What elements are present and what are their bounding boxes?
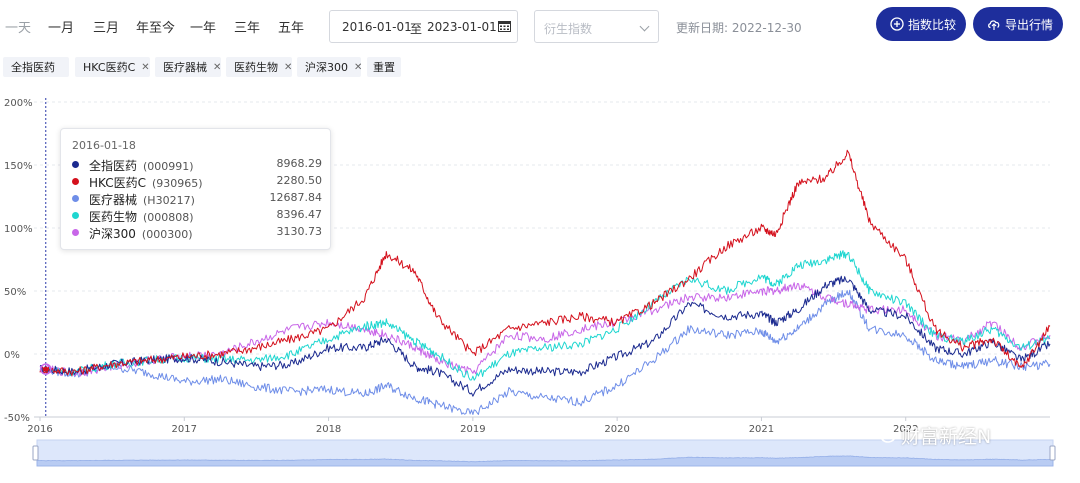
- tooltip-series-value: 2280.50: [276, 174, 323, 187]
- tooltip-series-code: (H30217): [143, 194, 195, 207]
- tag-label: 沪深300: [305, 61, 348, 74]
- index-compare-button[interactable]: 指数比较: [876, 7, 966, 41]
- y-tick-label: -50%: [4, 413, 30, 424]
- tooltip-date: 2016-01-18: [72, 139, 136, 152]
- close-icon[interactable]: ✕: [213, 61, 222, 73]
- index-compare-label: 指数比较: [908, 17, 957, 32]
- series-dot: [72, 178, 79, 185]
- range-slider: [32, 439, 1056, 467]
- tooltip-series-name: 全指医药: [89, 159, 138, 173]
- tooltip-series-value: 8968.29: [276, 157, 323, 170]
- tooltip-row: 医药生物 (000808) 8396.47: [72, 208, 322, 224]
- tooltip-row: 沪深300 (000300) 3130.73: [72, 225, 322, 241]
- chart-tooltip: 2016-01-18 全指医药 (000991) 8968.29 HKC医药C (9…: [60, 128, 331, 250]
- tooltip-series-name: 医药生物: [89, 210, 138, 224]
- cursor-marker: [43, 366, 49, 372]
- tooltip-series-value: 3130.73: [276, 225, 323, 238]
- y-tick-label: 150%: [4, 161, 33, 172]
- tooltip-series-code: (000300): [141, 228, 193, 241]
- x-tick-label: 2019: [460, 424, 485, 435]
- x-axis-ticks: 2016 2017 2018 2019 2020 2021 2022: [27, 416, 1050, 435]
- reset-button[interactable]: 重置: [367, 57, 401, 77]
- tag-label: 医疗器械: [163, 61, 207, 74]
- tooltip-series-code: (000808): [143, 211, 194, 224]
- tooltip-series-code: (930965): [152, 177, 203, 190]
- y-tick-label: 200%: [4, 98, 33, 109]
- series-dot: [72, 161, 79, 168]
- tooltip-row: 医疗器械 (H30217) 12687.84: [72, 191, 322, 207]
- y-tick-label: 0%: [4, 350, 20, 361]
- tag-label: 全指医药: [11, 61, 55, 74]
- date-separator: 至: [410, 22, 423, 36]
- x-tick-label: 2017: [172, 424, 197, 435]
- series-lines: [39, 149, 1051, 415]
- range-1d-button[interactable]: 一天: [5, 21, 32, 36]
- toolbar: 一天 一月 三月 年至今 一年 三年 五年 2016-01-01 至 2023-…: [0, 0, 1080, 52]
- tag-label: 医药生物: [234, 61, 278, 74]
- series-line: [39, 275, 1051, 397]
- x-tick-label: 2016: [27, 424, 52, 435]
- range-3y-button[interactable]: 三年: [234, 21, 261, 36]
- tag-csi300[interactable]: 沪深300 ✕: [297, 57, 363, 77]
- tag-hkc-pharma[interactable]: HKC医药C ✕: [75, 57, 150, 77]
- x-tick-label: 2022: [893, 424, 918, 435]
- start-date[interactable]: 2016-01-01: [342, 20, 412, 34]
- end-date[interactable]: 2023-01-01: [427, 20, 497, 34]
- y-tick-label: 100%: [4, 224, 33, 235]
- series-line: [39, 289, 1051, 415]
- tooltip-series-code: (000991): [143, 160, 194, 173]
- range-1y-button[interactable]: 一年: [190, 21, 217, 36]
- export-label: 导出行情: [1005, 17, 1054, 32]
- tooltip-row: HKC医药C (930965) 2280.50: [72, 174, 322, 190]
- series-line: [39, 149, 1051, 377]
- cloud-upload-icon: [988, 20, 1000, 30]
- x-tick-label: 2021: [749, 424, 774, 435]
- series-dot: [72, 195, 79, 202]
- selected-index-tags: 全指医药 HKC医药C ✕ 医疗器械 ✕ 医药生物 ✕ 沪深300 ✕ 重置: [0, 57, 1080, 77]
- range-1m-button[interactable]: 一月: [48, 21, 75, 36]
- tooltip-row: 全指医药 (000991) 8968.29: [72, 157, 322, 173]
- tag-label: HKC医药C: [83, 61, 136, 74]
- watermark-text: 财富新经N: [901, 426, 992, 448]
- tag-medical-device[interactable]: 医疗器械 ✕: [155, 57, 221, 77]
- series-line: [39, 282, 1051, 377]
- range-3m-button[interactable]: 三月: [93, 21, 120, 36]
- series-line: [39, 250, 1051, 381]
- range-5y-button[interactable]: 五年: [278, 21, 305, 36]
- wechat-icon: [871, 422, 896, 443]
- chevron-down-icon: [639, 21, 650, 32]
- hover-cursor: [40, 98, 52, 417]
- range-slider-left-handle: [32, 445, 39, 461]
- tooltip-series-value: 8396.47: [276, 208, 323, 221]
- date-range-picker[interactable]: 2016-01-01 至 2023-01-01: [329, 10, 518, 43]
- x-tick-label: 2018: [316, 424, 341, 435]
- close-icon[interactable]: ✕: [141, 61, 150, 73]
- y-axis-ticks: -50% 0% 50% 100% 150% 200%: [4, 98, 33, 424]
- tag-pharma-bio[interactable]: 医药生物 ✕: [226, 57, 292, 77]
- tag-all-pharma[interactable]: 全指医药: [3, 57, 69, 77]
- cursor-marker: [40, 363, 52, 375]
- x-tick-label: 2020: [604, 424, 629, 435]
- range-slider-area: [36, 455, 1054, 467]
- calendar-icon[interactable]: [498, 20, 511, 32]
- tooltip-series-name: 沪深300: [89, 227, 136, 241]
- reset-label: 重置: [373, 61, 395, 74]
- plus-circle-icon: [890, 17, 904, 31]
- tooltip-series-value: 12687.84: [269, 191, 323, 204]
- update-date: 更新日期: 2022-12-30: [676, 21, 802, 35]
- export-button[interactable]: 导出行情: [973, 7, 1063, 41]
- range-ytd-button[interactable]: 年至今: [136, 21, 176, 36]
- range-slider-right-handle: [1049, 445, 1056, 461]
- derived-index-placeholder: 衍生指数: [544, 22, 593, 36]
- y-tick-label: 50%: [4, 287, 26, 298]
- close-icon[interactable]: ✕: [284, 61, 293, 73]
- close-icon[interactable]: ✕: [354, 61, 363, 73]
- line-chart[interactable]: -50%0%50%100%150%200% 2016 2017 2018 2019 20…: [0, 88, 1080, 483]
- derived-index-select[interactable]: 衍生指数: [534, 10, 659, 43]
- tooltip-series-name: 医疗器械: [89, 193, 138, 207]
- series-dot: [72, 212, 79, 219]
- series-dot: [72, 229, 79, 236]
- tooltip-series-name: HKC医药C: [89, 176, 146, 190]
